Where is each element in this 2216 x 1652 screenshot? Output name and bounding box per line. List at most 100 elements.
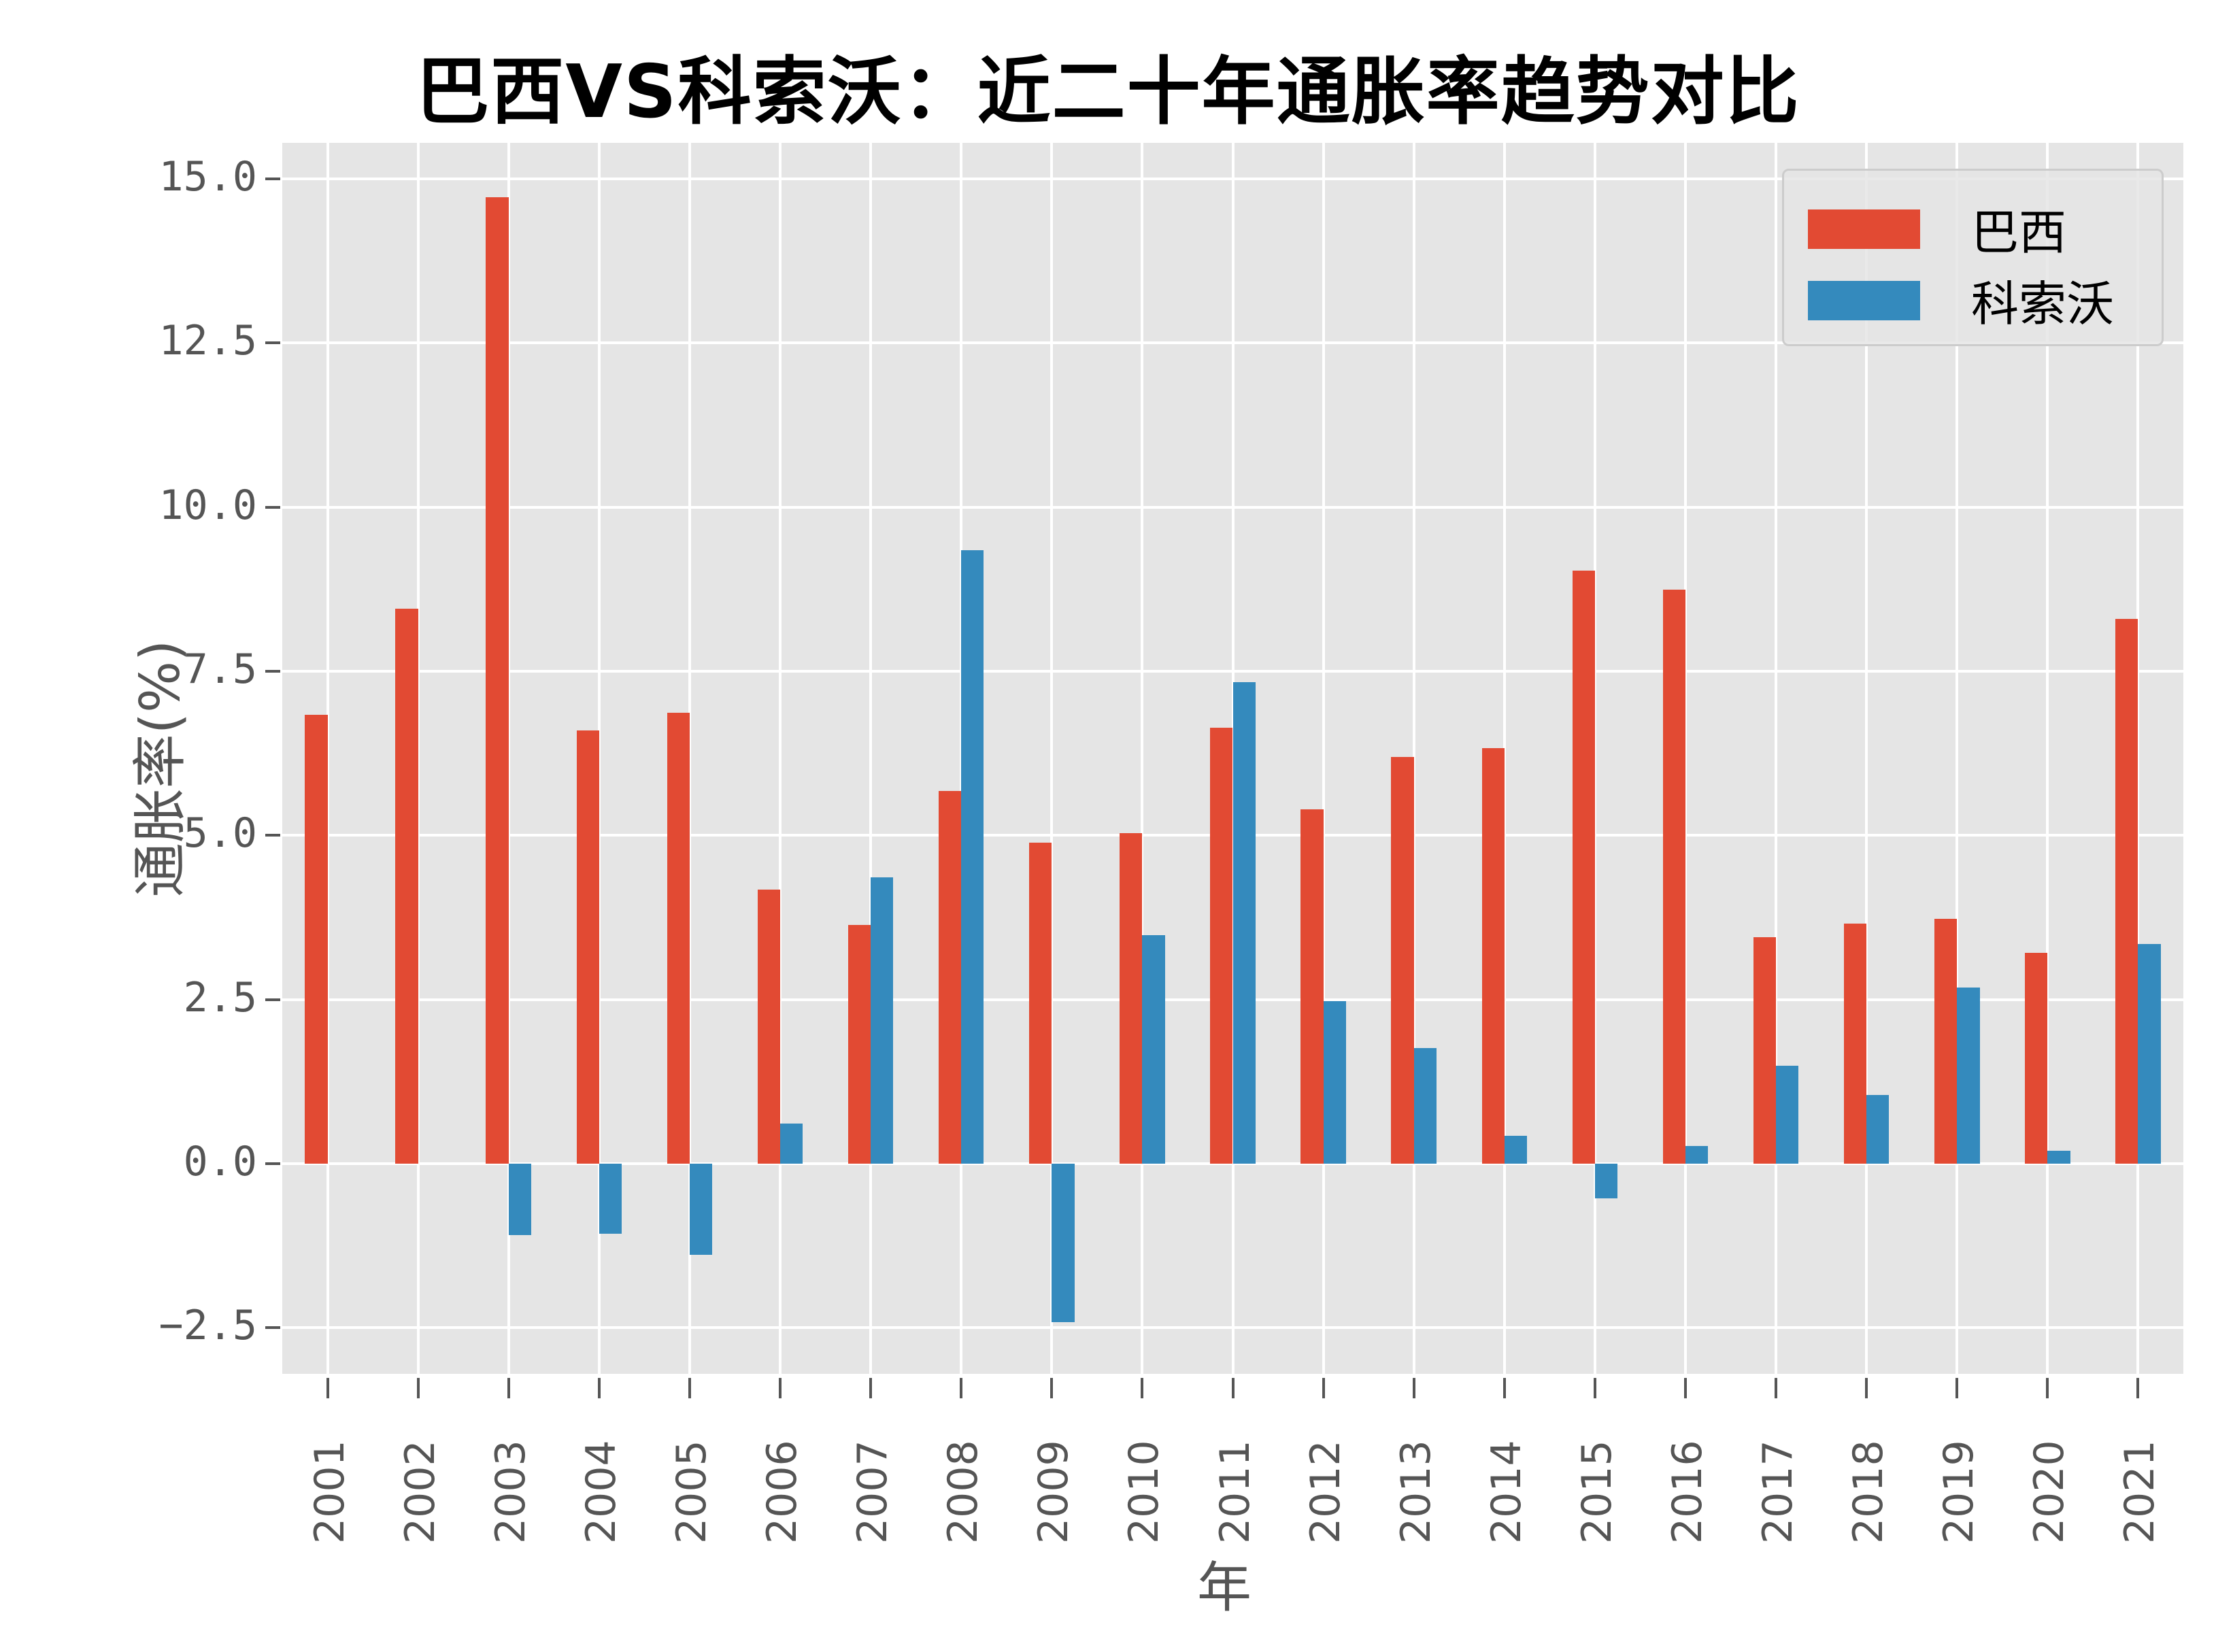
x-tick-label: 2015 bbox=[1573, 1440, 1621, 1544]
x-tick-mark bbox=[2046, 1378, 2049, 1398]
legend-label-brazil: 巴西 bbox=[1971, 205, 2066, 260]
vertical-gridline bbox=[1955, 143, 1959, 1374]
x-tick-mark bbox=[779, 1378, 782, 1398]
legend-item-brazil: 巴西 bbox=[1808, 195, 2066, 263]
bar-kosovo-2004 bbox=[599, 1164, 622, 1234]
y-tick-label: 12.5 bbox=[158, 317, 258, 365]
x-tick-label: 2014 bbox=[1482, 1440, 1530, 1544]
x-tick-mark bbox=[326, 1378, 329, 1398]
bar-kosovo-2013 bbox=[1413, 1048, 1437, 1164]
y-tick-mark bbox=[265, 834, 280, 837]
x-tick-label: 2021 bbox=[2116, 1440, 2164, 1544]
bar-brazil-2008 bbox=[938, 790, 962, 1164]
bar-kosovo-2011 bbox=[1232, 681, 1256, 1164]
bar-kosovo-2003 bbox=[508, 1164, 531, 1236]
bar-brazil-2005 bbox=[667, 712, 690, 1164]
x-tick-mark bbox=[1050, 1378, 1054, 1398]
bar-brazil-2012 bbox=[1300, 809, 1324, 1164]
x-tick-label: 2002 bbox=[396, 1440, 444, 1544]
bar-brazil-2020 bbox=[2025, 953, 2048, 1164]
x-tick-label: 2018 bbox=[1845, 1440, 1893, 1544]
x-tick-mark bbox=[507, 1378, 510, 1398]
x-tick-mark bbox=[1412, 1378, 1415, 1398]
vertical-gridline bbox=[507, 143, 510, 1374]
x-tick-mark bbox=[960, 1378, 963, 1398]
vertical-gridline bbox=[779, 143, 782, 1374]
bar-kosovo-2016 bbox=[1685, 1146, 1709, 1164]
legend-swatch-brazil bbox=[1808, 209, 1920, 249]
bar-kosovo-2014 bbox=[1504, 1135, 1528, 1164]
x-tick-mark bbox=[1502, 1378, 1506, 1398]
x-tick-mark bbox=[688, 1378, 691, 1398]
bar-brazil-2011 bbox=[1210, 728, 1233, 1164]
bar-brazil-2013 bbox=[1391, 756, 1414, 1164]
x-tick-label: 2019 bbox=[1935, 1440, 1983, 1544]
x-tick-mark bbox=[1955, 1378, 1959, 1398]
y-tick-label: 15.0 bbox=[158, 153, 258, 201]
vertical-gridline bbox=[326, 143, 329, 1374]
bar-kosovo-2018 bbox=[1866, 1094, 1890, 1164]
x-tick-label: 2011 bbox=[1211, 1440, 1259, 1544]
y-tick-mark bbox=[265, 505, 280, 509]
x-tick-mark bbox=[2136, 1378, 2140, 1398]
vertical-gridline bbox=[1775, 143, 1778, 1374]
vertical-gridline bbox=[688, 143, 691, 1374]
y-tick-mark bbox=[265, 1326, 280, 1330]
y-tick-label: 2.5 bbox=[183, 973, 257, 1022]
bar-brazil-2015 bbox=[1572, 571, 1595, 1164]
x-tick-mark bbox=[1231, 1378, 1235, 1398]
legend-label-kosovo: 科索沃 bbox=[1971, 276, 2114, 332]
x-tick-label: 2016 bbox=[1663, 1440, 1711, 1544]
vertical-gridline bbox=[1050, 143, 1054, 1374]
x-tick-mark bbox=[1683, 1378, 1687, 1398]
bar-kosovo-2015 bbox=[1594, 1164, 1618, 1199]
x-tick-label: 2012 bbox=[1301, 1440, 1349, 1544]
vertical-gridline bbox=[1865, 143, 1868, 1374]
bar-brazil-2016 bbox=[1662, 590, 1685, 1164]
bar-brazil-2009 bbox=[1029, 843, 1052, 1164]
x-tick-mark bbox=[416, 1378, 420, 1398]
bar-brazil-2021 bbox=[2115, 618, 2138, 1164]
x-tick-label: 2001 bbox=[305, 1440, 354, 1544]
x-tick-mark bbox=[1141, 1378, 1144, 1398]
bar-kosovo-2010 bbox=[1142, 935, 1165, 1164]
x-tick-mark bbox=[1865, 1378, 1868, 1398]
y-tick-label: 7.5 bbox=[183, 645, 257, 694]
bar-brazil-2004 bbox=[576, 730, 599, 1164]
y-tick-mark bbox=[265, 178, 280, 181]
vertical-gridline bbox=[1412, 143, 1415, 1374]
x-tick-label: 2008 bbox=[939, 1440, 988, 1544]
bar-brazil-2007 bbox=[847, 924, 871, 1164]
bar-brazil-2019 bbox=[1934, 919, 1958, 1164]
x-tick-label: 2007 bbox=[849, 1440, 897, 1544]
y-tick-label: −2.5 bbox=[158, 1302, 258, 1350]
x-tick-mark bbox=[597, 1378, 601, 1398]
vertical-gridline bbox=[1683, 143, 1687, 1374]
vertical-gridline bbox=[416, 143, 420, 1374]
legend-swatch-kosovo bbox=[1808, 280, 1920, 320]
vertical-gridline bbox=[1502, 143, 1506, 1374]
vertical-gridline bbox=[1593, 143, 1596, 1374]
legend-item-kosovo: 科索沃 bbox=[1808, 266, 2114, 335]
bar-brazil-2002 bbox=[395, 609, 418, 1164]
x-tick-label: 2020 bbox=[2026, 1440, 2074, 1544]
bar-brazil-2006 bbox=[757, 889, 781, 1164]
bar-kosovo-2020 bbox=[2047, 1150, 2070, 1164]
x-tick-label: 2009 bbox=[1030, 1440, 1078, 1544]
bar-kosovo-2012 bbox=[1323, 1000, 1346, 1164]
bar-kosovo-2008 bbox=[961, 550, 984, 1164]
x-axis-label: 年 bbox=[1197, 1556, 1252, 1619]
bar-kosovo-2006 bbox=[780, 1124, 803, 1164]
bar-kosovo-2005 bbox=[689, 1164, 713, 1255]
x-tick-mark bbox=[1775, 1378, 1778, 1398]
bar-brazil-2003 bbox=[486, 197, 509, 1164]
y-tick-mark bbox=[265, 670, 280, 673]
x-tick-mark bbox=[869, 1378, 873, 1398]
chart-title: 巴西VS科索沃：近二十年通胀率趋势对比 bbox=[416, 50, 1800, 135]
bar-kosovo-2009 bbox=[1052, 1164, 1075, 1322]
vertical-gridline bbox=[2136, 143, 2140, 1374]
vertical-gridline bbox=[1141, 143, 1144, 1374]
bar-brazil-2017 bbox=[1753, 937, 1777, 1164]
vertical-gridline bbox=[1322, 143, 1325, 1374]
bar-brazil-2010 bbox=[1120, 832, 1143, 1164]
